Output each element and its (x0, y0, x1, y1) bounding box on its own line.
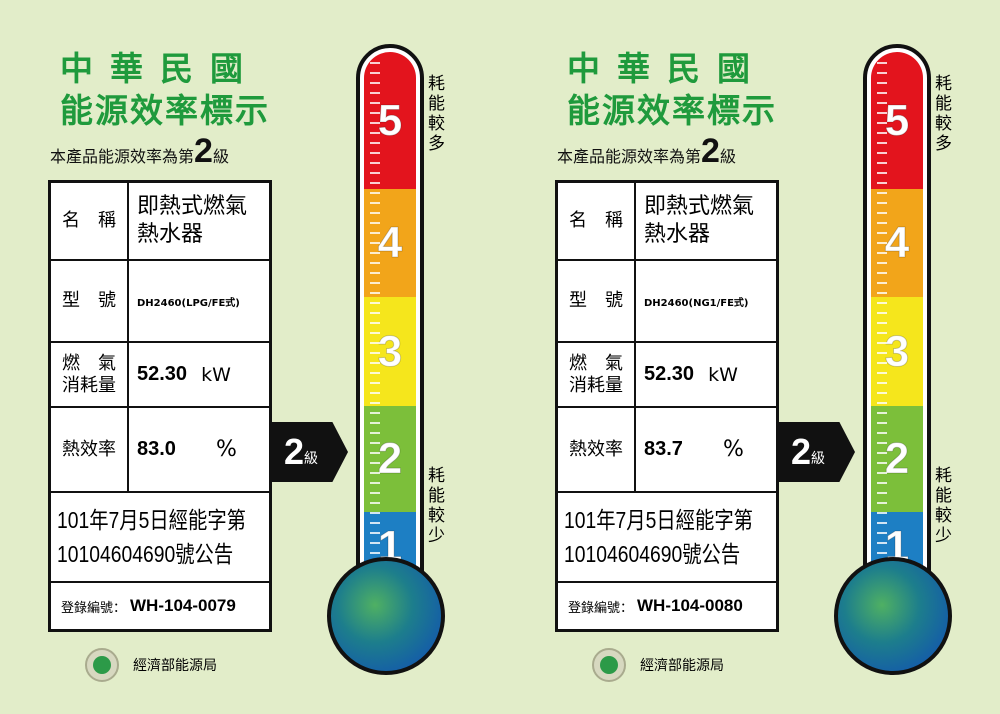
announcement-row: 101年7月5日經能字第10104604690號公告 (51, 493, 269, 583)
grade-text: 本產品能源效率為第 (557, 147, 702, 166)
agency-seal-icon (85, 648, 119, 682)
grade-unit: 級 (212, 147, 229, 166)
row-unit: % (722, 437, 744, 462)
row-efficiency: 熱效率 83.7% (558, 408, 776, 493)
announcement: 101年7月5日經能字第10104604690號公告 (57, 507, 246, 567)
row-key: 名 稱 (558, 183, 636, 259)
announcement: 101年7月5日經能字第10104604690號公告 (564, 507, 753, 567)
arrow-grade-unit: 級 (811, 451, 826, 467)
reg-number: WH-104-0079 (130, 596, 236, 615)
level-number: 5 (377, 95, 403, 145)
title-line-2: 能源效率標示 (567, 91, 777, 130)
row-unit: kW (708, 363, 738, 386)
grade-text: 本產品能源效率為第 (50, 147, 195, 166)
more-consumption-label: 耗能較多 (935, 74, 952, 154)
level-number: 3 (377, 326, 403, 376)
level-number: 2 (884, 434, 910, 484)
level-number: 2 (377, 434, 403, 484)
globe-icon (327, 557, 445, 675)
grade-statement: 本產品能源效率為第2級 (50, 132, 229, 171)
row-value: DH2460(NG1/FE式) (644, 297, 749, 309)
grade-unit: 級 (719, 147, 736, 166)
grade-value: 2 (701, 132, 720, 170)
row-value: DH2460(LPG/FE式) (137, 297, 240, 309)
row-value: 52.30 (644, 363, 695, 385)
row-key: 熱效率 (558, 408, 636, 491)
grade-statement: 本產品能源效率為第2級 (557, 132, 736, 171)
level-number: 3 (884, 326, 910, 376)
row-key: 名 稱 (51, 183, 129, 259)
row-model: 型 號 DH2460(NG1/FE式) (558, 261, 776, 343)
row-value: 52.30 (137, 363, 188, 385)
arrow-grade: 2 (284, 431, 305, 472)
level-number: 5 (884, 95, 910, 145)
row-unit: % (215, 437, 237, 462)
announcement-row: 101年7月5日經能字第10104604690號公告 (558, 493, 776, 583)
registration: 登錄編號： WH-104-0080 (558, 583, 776, 629)
level-number: 4 (377, 218, 403, 268)
arrow-grade: 2 (791, 431, 812, 472)
agency-name: 經濟部能源局 (133, 658, 217, 674)
row-key: 燃 氣消耗量 (51, 343, 129, 406)
title-line-1: 中華民國 (60, 49, 260, 88)
row-value: 即熱式燃氣熱水器 (644, 194, 755, 247)
less-consumption-label: 耗能較少 (935, 466, 952, 546)
row-value: 83.7 (644, 438, 683, 460)
row-key: 熱效率 (51, 408, 129, 491)
reg-number: WH-104-0080 (637, 596, 743, 615)
title-line-1: 中華民國 (567, 49, 767, 88)
level-number: 4 (884, 218, 910, 268)
row-value: 83.0 (137, 438, 176, 460)
spec-table: 名 稱即熱式燃氣熱水器 型 號 DH2460(NG1/FE式) 燃 氣消耗量 52.… (555, 180, 779, 632)
agency-logo: 經濟部能源局 (592, 648, 724, 682)
title-line-2: 能源效率標示 (60, 91, 270, 130)
globe-icon (834, 557, 952, 675)
less-consumption-label: 耗能較少 (428, 466, 445, 546)
row-key: 燃 氣消耗量 (558, 343, 636, 406)
row-unit: kW (201, 363, 231, 386)
row-model: 型 號 DH2460(LPG/FE式) (51, 261, 269, 343)
arrow-grade-unit: 級 (304, 451, 319, 467)
row-name: 名 稱即熱式燃氣熱水器 (51, 183, 269, 261)
reg-label: 登錄編號： (568, 600, 634, 616)
spec-table: 名 稱即熱式燃氣熱水器 型 號 DH2460(LPG/FE式) 燃 氣消耗量 52.… (48, 180, 272, 632)
row-key: 型 號 (558, 261, 636, 341)
more-consumption-label: 耗能較多 (428, 74, 445, 154)
agency-seal-icon (592, 648, 626, 682)
row-key: 型 號 (51, 261, 129, 341)
row-name: 名 稱即熱式燃氣熱水器 (558, 183, 776, 261)
row-efficiency: 熱效率 83.0% (51, 408, 269, 493)
grade-value: 2 (194, 132, 213, 170)
row-gas: 燃 氣消耗量 52.30 kW (51, 343, 269, 408)
reg-label: 登錄編號： (61, 600, 127, 616)
row-value: 即熱式燃氣熱水器 (137, 194, 248, 247)
registration: 登錄編號： WH-104-0079 (51, 583, 269, 629)
agency-logo: 經濟部能源局 (85, 648, 217, 682)
agency-name: 經濟部能源局 (640, 658, 724, 674)
row-gas: 燃 氣消耗量 52.30 kW (558, 343, 776, 408)
